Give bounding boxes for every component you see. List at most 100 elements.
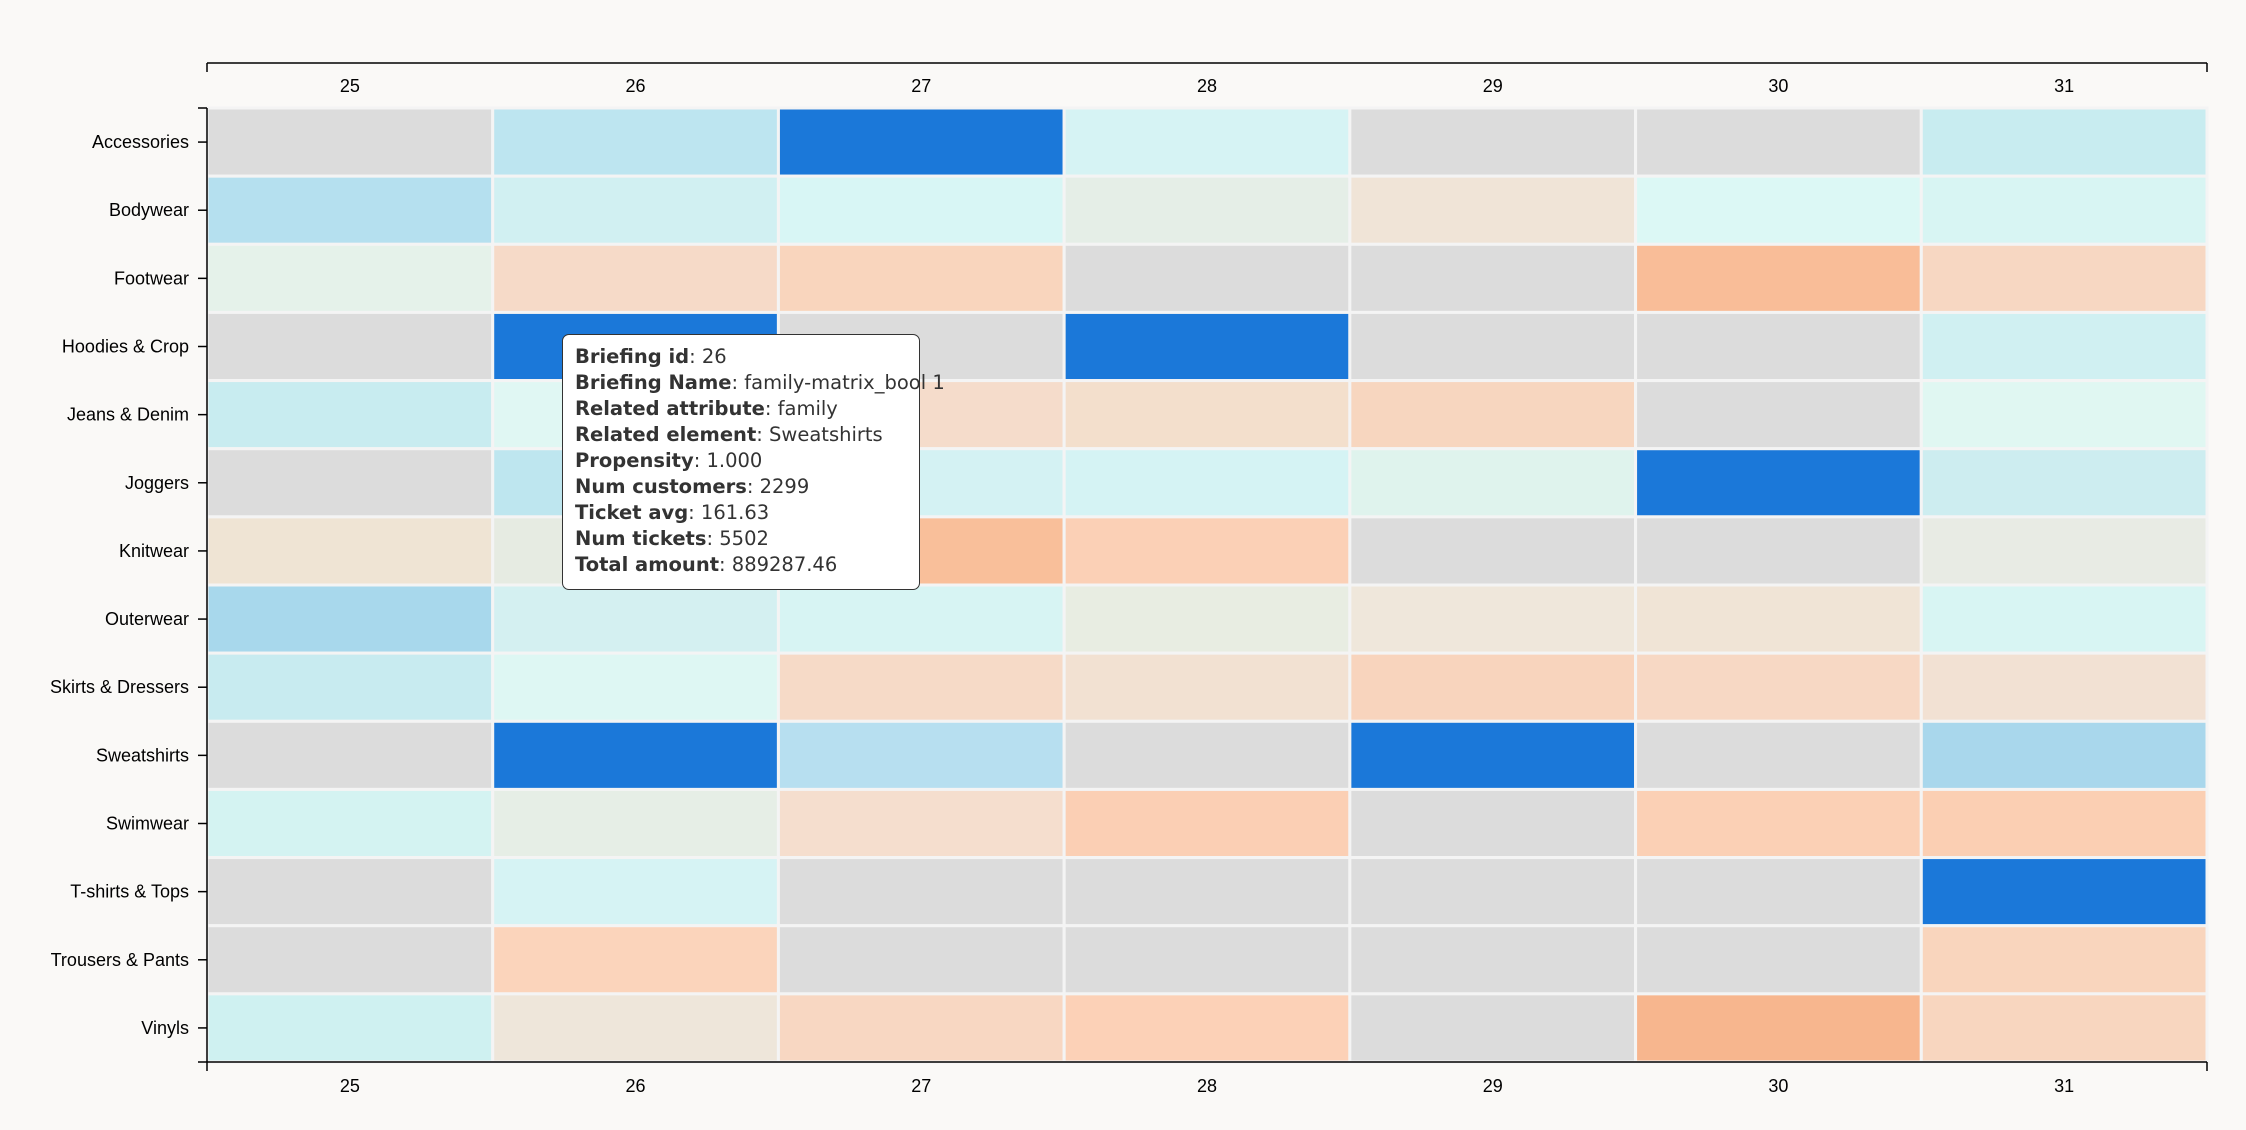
heatmap-cell <box>1919 651 2209 723</box>
heatmap-cell <box>1634 719 1923 791</box>
tooltip-line: Propensity: 1.000 <box>575 449 763 472</box>
heatmap-cell <box>205 924 495 996</box>
heatmap-cell <box>1062 719 1352 791</box>
heatmap-cell <box>1919 174 2209 246</box>
heatmap-cell <box>1634 379 1923 451</box>
x-tick-label-top: 26 <box>626 76 646 96</box>
heatmap-cell <box>1062 310 1352 383</box>
y-tick-label: Vinyls <box>141 1018 189 1038</box>
y-tick-label: Knitwear <box>119 541 189 561</box>
heatmap-cell <box>491 106 780 178</box>
heatmap-cell <box>491 924 780 996</box>
tooltip-line: Related element: Sweatshirts <box>575 423 883 446</box>
x-tick-label-top: 28 <box>1197 76 1217 96</box>
y-tick-label: Swimwear <box>106 814 189 834</box>
heatmap-cell <box>1348 515 1638 587</box>
tooltip-line: Num customers: 2299 <box>575 475 810 498</box>
heatmap-cell <box>1919 379 2209 451</box>
x-tick-label-bottom: 27 <box>911 1076 931 1096</box>
tooltip-line: Briefing id: 26 <box>575 345 727 368</box>
heatmap-cell <box>1062 447 1352 519</box>
heatmap-cell <box>491 856 780 928</box>
heatmap-cell <box>776 924 1066 996</box>
heatmap-cell <box>1348 379 1638 451</box>
heatmap-cell <box>1348 924 1638 996</box>
heatmap-cell <box>205 856 495 928</box>
x-tick-label-bottom: 26 <box>626 1076 646 1096</box>
heatmap-cell <box>1634 583 1923 655</box>
heatmap-cell <box>1634 174 1923 246</box>
heatmap-cell <box>205 651 495 723</box>
x-tick-label-top: 29 <box>1483 76 1503 96</box>
heatmap-cell <box>1062 651 1352 723</box>
heatmap-cell <box>205 242 495 314</box>
heatmap-cell <box>205 447 495 519</box>
heatmap-cell <box>776 242 1066 314</box>
heatmap-cell <box>491 174 780 246</box>
tooltip-line: Related attribute: family <box>575 397 838 420</box>
heatmap-cell <box>1062 787 1352 860</box>
x-tick-label-top: 31 <box>2054 76 2074 96</box>
heatmap-cell <box>1919 447 2209 519</box>
heatmap-cell <box>491 787 780 860</box>
heatmap-cell <box>1348 106 1638 178</box>
heatmap-cell <box>1919 106 2209 178</box>
heatmap-cell <box>491 719 780 791</box>
heatmap-cell <box>776 106 1066 178</box>
tooltip-line: Total amount: 889287.46 <box>575 553 838 576</box>
heatmap-cell <box>1634 651 1923 723</box>
heatmap-cell <box>776 651 1066 723</box>
heatmap-cell <box>1634 924 1923 996</box>
heatmap-cell <box>776 992 1066 1064</box>
heatmap-cell <box>1062 106 1352 178</box>
heatmap-cell <box>1348 719 1638 791</box>
heatmap-cell <box>776 719 1066 791</box>
x-tick-label-bottom: 29 <box>1483 1076 1503 1096</box>
heatmap-cell <box>1919 583 2209 655</box>
heatmap-cell <box>205 174 495 246</box>
heatmap-cell <box>205 515 495 587</box>
heatmap-cell <box>1348 242 1638 314</box>
heatmap-cell <box>1062 242 1352 314</box>
heatmap-cell <box>1062 924 1352 996</box>
heatmap-cell <box>205 310 495 383</box>
heatmap-cell <box>205 583 495 655</box>
y-tick-label: Footwear <box>114 268 189 288</box>
y-tick-label: Trousers & Pants <box>51 950 189 970</box>
heatmap-cell <box>776 583 1066 655</box>
heatmap-cell <box>205 379 495 451</box>
y-tick-label: Jeans & Denim <box>67 405 189 425</box>
heatmap-cell <box>1634 106 1923 178</box>
heatmap-cell <box>1919 310 2209 383</box>
heatmap-cell <box>491 651 780 723</box>
heatmap-cell <box>1062 583 1352 655</box>
x-tick-label-top: 25 <box>340 76 360 96</box>
heatmap-cell <box>1634 242 1923 314</box>
heatmap-cell <box>1348 174 1638 246</box>
cell-tooltip: Briefing id: 26 Briefing Name: family-ma… <box>562 334 945 590</box>
heatmap-cell <box>1919 787 2209 860</box>
heatmap-cell <box>1919 242 2209 314</box>
y-tick-label: T-shirts & Tops <box>70 882 189 902</box>
tooltip-line: Briefing Name: family-matrix_bool 1 <box>575 371 945 394</box>
x-tick-label-bottom: 28 <box>1197 1076 1217 1096</box>
heatmap-cell <box>1062 174 1352 246</box>
y-tick-label: Hoodies & Crop <box>62 337 189 357</box>
heatmap-cell <box>1348 310 1638 383</box>
heatmap-cell <box>776 856 1066 928</box>
heatmap-cell <box>1348 992 1638 1064</box>
y-tick-label: Joggers <box>125 473 189 493</box>
y-tick-label: Bodywear <box>109 200 189 220</box>
tooltip-line: Num tickets: 5502 <box>575 527 769 550</box>
heatmap-cell <box>1062 856 1352 928</box>
heatmap-cell <box>205 106 495 178</box>
x-tick-label-top: 30 <box>1768 76 1788 96</box>
heatmap-cell <box>491 992 780 1064</box>
heatmap-cell <box>1062 379 1352 451</box>
heatmap-cell <box>1348 583 1638 655</box>
heatmap-cell <box>1634 856 1923 928</box>
x-tick-label-bottom: 25 <box>340 1076 360 1096</box>
heatmap-cell <box>1919 856 2209 928</box>
y-tick-label: Sweatshirts <box>96 745 189 765</box>
